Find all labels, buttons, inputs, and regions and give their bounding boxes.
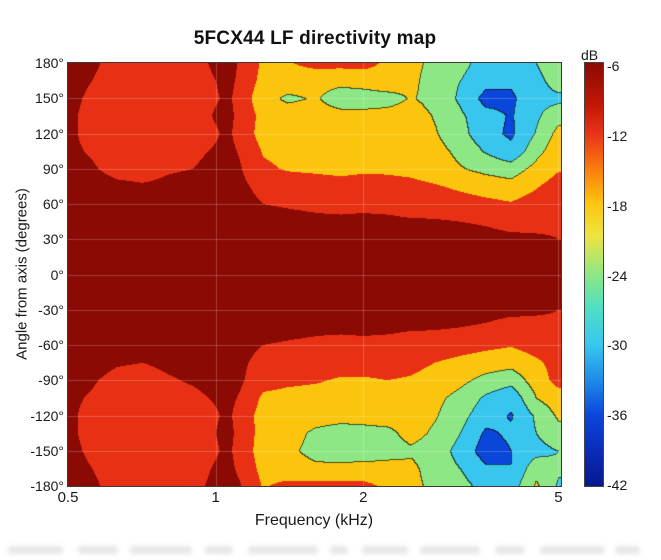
y-tick-label: 0° (50, 266, 64, 283)
colorbar-tick-label: -30 (607, 337, 628, 354)
y-tick-label: -30° (38, 301, 64, 318)
bottom-blur-artifact-strip (0, 542, 661, 558)
y-tick-label: -150° (30, 442, 64, 459)
y-tick-label: 30° (42, 231, 64, 248)
colorbar-tick-label: -12 (607, 127, 628, 144)
x-tick-label: 0.5 (57, 489, 79, 506)
colorbar-tick-label: -42 (607, 477, 628, 493)
y-tick-label: 60° (42, 196, 64, 212)
y-tick-label: 90° (42, 160, 64, 177)
blur-artifact (330, 546, 348, 554)
colorbar-gradient (584, 62, 604, 487)
blur-artifact (205, 546, 233, 554)
y-tick-label: -120° (30, 407, 64, 424)
blur-artifact (615, 546, 640, 554)
x-axis-label: Frequency (kHz) (254, 512, 374, 529)
x-tick-label: 2 (359, 489, 368, 506)
blur-artifact (78, 546, 118, 554)
blur-artifact (420, 546, 480, 554)
colorbar-unit-label: dB (581, 47, 599, 63)
blur-artifact (495, 546, 525, 554)
blur-artifact (8, 546, 63, 554)
chart-title: 5FCX44 LF directivity map (193, 28, 437, 49)
y-tick-label: 180° (35, 55, 64, 71)
blur-artifact (540, 546, 605, 554)
y-tick-label: 150° (35, 90, 64, 107)
x-tick-label: 5 (554, 489, 563, 506)
y-tick-label: -180° (30, 478, 64, 494)
colorbar-tick-label: -6 (607, 58, 620, 74)
blur-artifact (362, 546, 408, 554)
directivity-contour-canvas (67, 62, 562, 487)
colorbar-tick-label: -18 (607, 197, 628, 214)
blur-artifact (248, 546, 318, 554)
y-tick-label: -90° (38, 372, 64, 389)
blur-artifact (130, 546, 192, 554)
colorbar-tick-label: -36 (607, 407, 628, 424)
colorbar-tick-label: -24 (607, 267, 628, 284)
y-tick-label: 120° (35, 125, 64, 142)
y-tick-label: -60° (38, 337, 64, 353)
x-tick-label: 1 (211, 489, 220, 506)
